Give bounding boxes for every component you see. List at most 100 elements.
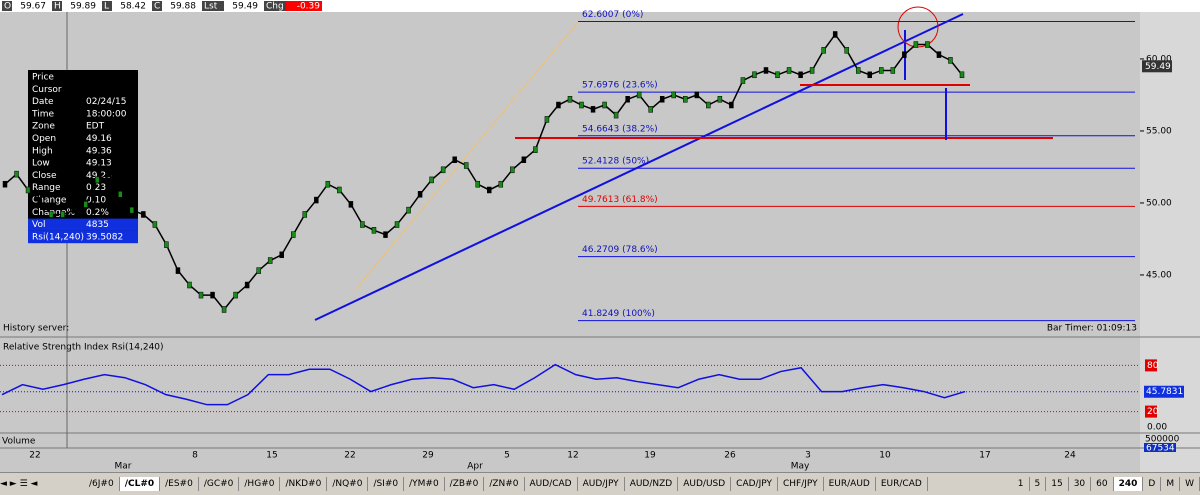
- x-tick-label: 22: [29, 451, 40, 461]
- candle: [83, 201, 88, 208]
- candle: [809, 67, 815, 74]
- dw-label: Change%: [32, 208, 75, 218]
- quote-value: 59.89: [70, 2, 96, 12]
- quote-label: O: [4, 2, 11, 12]
- quote-value: 59.49: [232, 2, 258, 12]
- tab[interactable]: /6J#0: [84, 477, 120, 491]
- tab[interactable]: /HG#0: [239, 477, 281, 491]
- tab[interactable]: 1: [1013, 477, 1030, 491]
- candle: [913, 41, 919, 48]
- tab[interactable]: /ZN#0: [484, 477, 525, 491]
- dw-highlight: [28, 230, 138, 244]
- tab[interactable]: 5: [1030, 477, 1047, 491]
- candle: [498, 180, 504, 188]
- dw-value: 0.23: [86, 183, 106, 193]
- volume-last-box: [1144, 443, 1176, 452]
- rsi-last-box: [1144, 385, 1184, 398]
- candle: [106, 170, 112, 178]
- candle: [463, 162, 469, 169]
- x-tick-label: 22: [344, 451, 355, 461]
- tab[interactable]: M: [1161, 477, 1181, 491]
- candle: [2, 180, 8, 188]
- candle: [544, 116, 550, 123]
- tab[interactable]: AUD/CAD: [525, 477, 578, 491]
- candle: [48, 211, 54, 218]
- candle: [244, 281, 250, 289]
- dw-label: Time: [31, 109, 54, 119]
- candle: [60, 211, 65, 218]
- y-tick-label: 55.00: [1146, 126, 1172, 136]
- tab[interactable]: W: [1180, 477, 1200, 491]
- candle: [25, 186, 31, 194]
- tab[interactable]: /ES#0: [160, 477, 199, 491]
- quote-label: Lst: [204, 2, 218, 12]
- candle: [233, 291, 238, 299]
- tab[interactable]: /NQ#0: [327, 477, 369, 491]
- candle: [37, 196, 42, 204]
- tab[interactable]: AUD/NZD: [625, 477, 679, 491]
- candle: [302, 211, 308, 218]
- candle: [740, 77, 746, 84]
- tab[interactable]: EUR/CAD: [876, 477, 928, 491]
- tab[interactable]: /ZB#0: [445, 477, 485, 491]
- tab[interactable]: 60: [1091, 477, 1114, 491]
- candle: [683, 96, 688, 103]
- candle: [763, 67, 769, 74]
- candle: [959, 71, 965, 79]
- candle: [671, 91, 676, 99]
- candle: [475, 180, 480, 188]
- candle: [590, 106, 596, 113]
- candle: [821, 47, 826, 54]
- dw-highlight: [28, 218, 138, 231]
- fib-label: 41.8249 (100%): [582, 309, 655, 319]
- tab[interactable]: /GC#0: [199, 477, 240, 491]
- candle: [706, 101, 711, 109]
- history-label: History server:: [3, 324, 69, 334]
- tab[interactable]: EUR/AUD: [824, 477, 876, 491]
- dw-value: 49.36: [86, 146, 112, 156]
- tab[interactable]: 30: [1069, 477, 1092, 491]
- dw-value: 4835: [86, 220, 109, 230]
- candle: [636, 91, 642, 99]
- tab[interactable]: 15: [1046, 477, 1069, 491]
- tab[interactable]: AUD/USD: [678, 477, 732, 491]
- candle: [198, 291, 204, 299]
- candle: [659, 96, 665, 103]
- candle: [948, 57, 953, 64]
- quote-label: H: [54, 2, 61, 12]
- x-tick-label: 5: [504, 451, 510, 461]
- y-tick-label: 60.00: [1146, 54, 1172, 64]
- tab[interactable]: 240: [1113, 477, 1144, 491]
- fib-label: 52.4128 (50%): [582, 157, 649, 167]
- fib-label: 46.2709 (78.6%): [582, 245, 658, 255]
- nav-buttons[interactable]: ◄ ► ☰ ◄: [0, 479, 38, 489]
- candle: [129, 206, 135, 214]
- tab[interactable]: /CL#0: [119, 477, 161, 491]
- candle: [902, 51, 907, 58]
- dw-value: 49.26: [86, 171, 112, 181]
- tab[interactable]: D: [1143, 477, 1162, 491]
- tab[interactable]: /YM#0: [404, 477, 445, 491]
- x-tick-label: Mar: [115, 462, 132, 472]
- last-price-box: [1142, 60, 1172, 73]
- candle: [521, 156, 527, 163]
- y-tick-label: 50.00: [1146, 198, 1172, 208]
- tab[interactable]: AUD/JPY: [578, 477, 625, 491]
- x-tick-label: 17: [979, 451, 990, 461]
- candle: [348, 201, 354, 208]
- x-tick-label: 3: [805, 451, 811, 461]
- tab[interactable]: CHF/JPY: [778, 477, 824, 491]
- tab[interactable]: /SI#0: [368, 477, 405, 491]
- candle: [533, 146, 538, 153]
- candle: [867, 71, 873, 79]
- candle: [360, 221, 365, 228]
- candle: [694, 91, 700, 99]
- tab[interactable]: CAD/JPY: [731, 477, 778, 491]
- rsi-tick-label: 20: [1147, 407, 1159, 417]
- rsi-title: Relative Strength Index Rsi(14,240): [3, 343, 164, 353]
- x-tick-label: 19: [644, 451, 656, 461]
- tab[interactable]: /NKD#0: [280, 477, 328, 491]
- quote-label-box: [264, 1, 286, 11]
- candle: [844, 47, 849, 54]
